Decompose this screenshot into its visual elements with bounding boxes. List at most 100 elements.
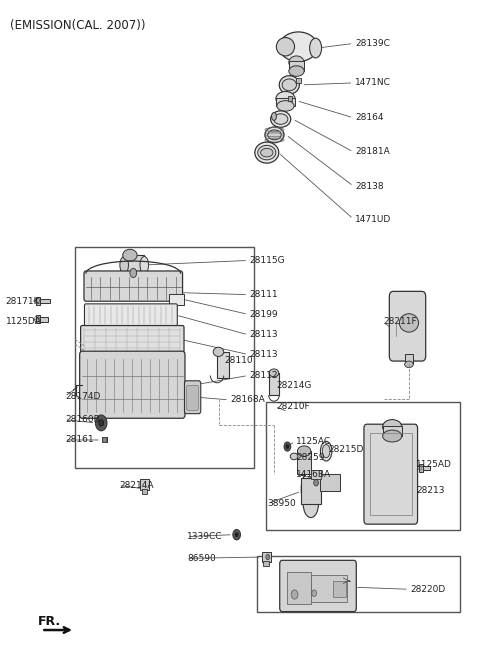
Ellipse shape	[289, 66, 304, 76]
Bar	[102, 438, 107, 442]
Ellipse shape	[303, 490, 319, 517]
FancyBboxPatch shape	[280, 560, 356, 612]
Text: 28110: 28110	[225, 356, 253, 365]
Ellipse shape	[321, 442, 332, 461]
Text: 1339CC: 1339CC	[187, 532, 223, 541]
Text: 86590: 86590	[187, 554, 216, 563]
Text: 28111: 28111	[250, 290, 278, 299]
Ellipse shape	[276, 92, 295, 106]
Bar	[383, 426, 402, 436]
Ellipse shape	[261, 148, 273, 157]
Text: 28168A: 28168A	[230, 395, 265, 405]
Bar	[263, 561, 269, 566]
Ellipse shape	[298, 446, 311, 457]
Text: 28214G: 28214G	[276, 381, 312, 390]
Bar	[289, 61, 304, 71]
Bar	[141, 480, 149, 490]
FancyBboxPatch shape	[364, 424, 418, 524]
Ellipse shape	[282, 79, 297, 91]
Bar	[276, 98, 295, 106]
Text: 28210F: 28210F	[276, 402, 310, 411]
Circle shape	[235, 532, 238, 536]
Text: 28259: 28259	[296, 453, 324, 462]
Ellipse shape	[213, 347, 224, 357]
Ellipse shape	[272, 113, 276, 121]
Bar	[142, 488, 147, 494]
Bar	[370, 433, 412, 515]
Bar	[36, 297, 40, 304]
Ellipse shape	[289, 56, 304, 69]
Ellipse shape	[310, 38, 322, 58]
Ellipse shape	[140, 256, 149, 273]
Ellipse shape	[274, 114, 288, 125]
Bar	[217, 352, 229, 378]
FancyBboxPatch shape	[84, 304, 177, 326]
Bar	[288, 96, 292, 101]
Bar	[36, 315, 40, 323]
Text: 28139C: 28139C	[355, 39, 390, 48]
Ellipse shape	[383, 420, 402, 434]
Circle shape	[286, 445, 289, 449]
Ellipse shape	[276, 38, 295, 56]
Bar	[287, 572, 311, 604]
Ellipse shape	[268, 130, 281, 140]
Bar	[266, 402, 460, 530]
Ellipse shape	[405, 361, 413, 368]
Text: 1471UD: 1471UD	[355, 215, 391, 223]
Ellipse shape	[258, 146, 276, 160]
Circle shape	[314, 480, 319, 486]
Circle shape	[130, 268, 137, 277]
Text: (EMISSION(CAL. 2007)): (EMISSION(CAL. 2007))	[10, 19, 146, 32]
Text: 28115G: 28115G	[250, 256, 285, 265]
Ellipse shape	[279, 32, 318, 61]
Bar	[312, 470, 321, 479]
FancyBboxPatch shape	[84, 271, 182, 301]
Text: 1471NC: 1471NC	[355, 78, 391, 88]
Ellipse shape	[277, 101, 294, 111]
Circle shape	[96, 415, 107, 431]
Ellipse shape	[290, 453, 298, 460]
FancyBboxPatch shape	[184, 381, 201, 414]
Ellipse shape	[255, 142, 279, 163]
Ellipse shape	[123, 249, 137, 261]
Ellipse shape	[399, 314, 419, 332]
Text: 28113: 28113	[250, 350, 278, 359]
Bar	[298, 451, 311, 474]
Bar	[297, 78, 301, 83]
Ellipse shape	[265, 127, 284, 143]
Bar	[422, 466, 431, 471]
Bar	[333, 581, 346, 597]
Bar	[312, 575, 347, 602]
Text: 28160B: 28160B	[65, 415, 100, 424]
Text: 38950: 38950	[268, 500, 297, 508]
Bar	[262, 552, 271, 561]
Text: FR.: FR.	[38, 615, 61, 628]
Text: 28199: 28199	[250, 310, 278, 319]
Bar	[321, 474, 339, 491]
Bar	[124, 254, 144, 275]
Text: 28211F: 28211F	[384, 317, 417, 326]
Bar	[169, 294, 183, 304]
Circle shape	[266, 554, 270, 559]
Text: 1125AD: 1125AD	[416, 460, 452, 469]
Bar	[405, 355, 413, 364]
Text: 1125AC: 1125AC	[296, 437, 331, 445]
Bar	[269, 373, 279, 395]
Text: 1416BA: 1416BA	[296, 470, 331, 478]
Ellipse shape	[269, 369, 279, 377]
Text: 28164: 28164	[355, 113, 384, 123]
Text: 28214A: 28214A	[120, 481, 154, 490]
Circle shape	[99, 420, 104, 426]
FancyBboxPatch shape	[389, 291, 426, 361]
Text: 28138: 28138	[355, 182, 384, 190]
Ellipse shape	[279, 76, 300, 94]
Bar	[39, 299, 49, 303]
FancyBboxPatch shape	[80, 351, 185, 418]
Text: 28161: 28161	[65, 436, 94, 444]
Ellipse shape	[323, 445, 330, 458]
Bar	[39, 317, 48, 322]
Text: 28171K: 28171K	[5, 297, 40, 306]
Text: 28174D: 28174D	[65, 392, 101, 401]
Circle shape	[284, 442, 291, 451]
Bar	[301, 478, 322, 504]
